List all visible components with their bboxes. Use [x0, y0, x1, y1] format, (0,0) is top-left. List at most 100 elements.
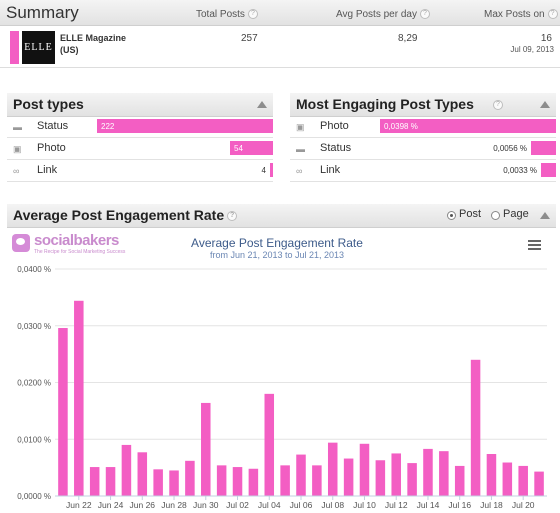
post-types-header: Post types: [7, 93, 273, 117]
collapse-icon[interactable]: [257, 101, 267, 108]
post-type-row: ▣ Photo 0,0398 %: [290, 116, 556, 138]
status-type-icon: ▬: [13, 122, 22, 132]
y-tick-label: 0,0000 %: [17, 492, 51, 501]
chart-bar[interactable]: [327, 442, 338, 496]
avg-posts-header: Avg Posts per day?: [336, 9, 430, 20]
engaging-types-header: Most Engaging Post Types ?: [290, 93, 556, 117]
post-type-value: 0,0033 %: [503, 166, 537, 175]
post-type-bar: [531, 141, 556, 155]
x-tick-label: Jul 14: [417, 500, 440, 510]
avg-posts-value: 8,29: [398, 33, 418, 44]
post-type-row: ▬ Status 0,0056 %: [290, 138, 556, 160]
chart-bar[interactable]: [502, 462, 513, 496]
chart-bar[interactable]: [185, 460, 195, 496]
status-type-icon: ▬: [296, 144, 305, 154]
chart-bar[interactable]: [89, 467, 100, 496]
engaging-types-title: Most Engaging Post Types: [296, 96, 474, 112]
chart-bar[interactable]: [137, 452, 148, 496]
chart-bar[interactable]: [280, 465, 290, 496]
chart-bar[interactable]: [407, 463, 417, 496]
post-type-value: 4: [261, 166, 266, 175]
post-type-label: Status: [37, 120, 69, 132]
engagement-chart: 0,0000 % 0,0100 % 0,0200 % 0,0300 % 0,0400 %…: [7, 228, 556, 513]
chart-bar[interactable]: [201, 402, 211, 496]
brand-color-stripe: [10, 31, 19, 64]
chart-bar[interactable]: [470, 359, 481, 496]
chart-bar[interactable]: [74, 300, 84, 496]
help-icon[interactable]: ?: [493, 100, 503, 110]
post-radio[interactable]: [447, 211, 456, 220]
x-tick-label: Jul 18: [480, 500, 503, 510]
post-type-label: Link: [37, 164, 58, 176]
post-type-row: ∞ Link 0,0033 %: [290, 160, 556, 182]
link-type-icon: ∞: [13, 166, 20, 176]
max-posts-date: Jul 09, 2013: [510, 45, 554, 54]
post-type-label: Link: [320, 164, 341, 176]
chart-bar[interactable]: [423, 448, 433, 496]
y-tick-label: 0,0100 %: [17, 435, 51, 444]
chart-bar[interactable]: [343, 458, 354, 496]
y-tick-label: 0,0200 %: [17, 379, 51, 388]
x-tick-label: Jul 04: [258, 500, 281, 510]
chart-bar[interactable]: [534, 471, 544, 496]
help-icon[interactable]: ?: [247, 9, 258, 20]
x-tick-label: Jul 16: [448, 500, 471, 510]
post-type-label: Photo: [37, 142, 66, 154]
page-radio[interactable]: [491, 211, 500, 220]
chart-bar[interactable]: [264, 393, 275, 496]
socialbakers-icon: [12, 234, 30, 252]
collapse-icon[interactable]: [540, 101, 550, 108]
page-radio-label[interactable]: Page: [503, 208, 529, 220]
total-posts-header: Total Posts?: [196, 9, 258, 20]
menu-icon[interactable]: [528, 240, 541, 250]
help-icon[interactable]: ?: [227, 211, 238, 222]
chart-bar[interactable]: [454, 465, 465, 496]
brand-name[interactable]: ELLE Magazine (US): [60, 33, 127, 55]
engagement-header: Average Post Engagement Rate? Post Page: [7, 204, 556, 228]
summary-title: Summary: [6, 3, 79, 22]
post-type-bar: [230, 141, 273, 155]
chart-bar[interactable]: [169, 470, 179, 496]
post-type-value: 0,0056 %: [493, 144, 527, 153]
photo-type-icon: ▣: [296, 122, 305, 132]
chart-canvas: 0,0000 % 0,0100 % 0,0200 % 0,0300 % 0,0400 %…: [17, 265, 547, 510]
x-tick-label: Jul 10: [353, 500, 376, 510]
help-icon[interactable]: ?: [419, 9, 430, 20]
chart-bar[interactable]: [359, 443, 370, 496]
chart-title: Average Post Engagement Rate: [191, 236, 363, 250]
post-type-row: ▣ Photo 54: [7, 138, 273, 160]
brand-logo: ELLE: [22, 31, 55, 64]
post-type-label: Status: [320, 142, 352, 154]
chart-bar[interactable]: [248, 468, 259, 496]
chart-bar[interactable]: [486, 454, 497, 496]
x-tick-label: Jul 12: [385, 500, 408, 510]
summary-header: Summary Total Posts? Avg Posts per day? …: [0, 0, 560, 26]
x-tick-label: Jul 06: [290, 500, 313, 510]
link-type-icon: ∞: [296, 166, 303, 176]
collapse-icon[interactable]: [540, 212, 550, 219]
total-posts-value: 257: [241, 33, 258, 44]
post-type-bar: [380, 119, 556, 133]
post-radio-label[interactable]: Post: [459, 208, 482, 220]
chart-subtitle: from Jun 21, 2013 to Jul 21, 2013: [209, 250, 345, 260]
x-tick-label: Jul 20: [512, 500, 535, 510]
photo-type-icon: ▣: [13, 144, 22, 154]
x-tick-label: Jun 30: [193, 500, 219, 510]
help-icon[interactable]: ?: [547, 9, 558, 20]
x-tick-label: Jun 28: [161, 500, 187, 510]
chart-bar[interactable]: [232, 467, 243, 496]
max-posts-header: Max Posts on?: [484, 9, 558, 20]
chart-bar[interactable]: [58, 328, 68, 496]
chart-bar[interactable]: [439, 451, 449, 496]
chart-bar[interactable]: [105, 467, 116, 496]
x-tick-label: Jun 22: [66, 500, 92, 510]
chart-bar[interactable]: [312, 465, 322, 496]
post-type-row: ▬ Status 222: [7, 116, 273, 138]
chart-bar[interactable]: [296, 454, 306, 496]
chart-bar[interactable]: [391, 453, 401, 496]
chart-bar[interactable]: [518, 465, 528, 496]
chart-bar[interactable]: [375, 460, 386, 496]
chart-bar[interactable]: [153, 469, 163, 496]
chart-bar[interactable]: [121, 444, 132, 496]
chart-bar[interactable]: [216, 465, 227, 496]
